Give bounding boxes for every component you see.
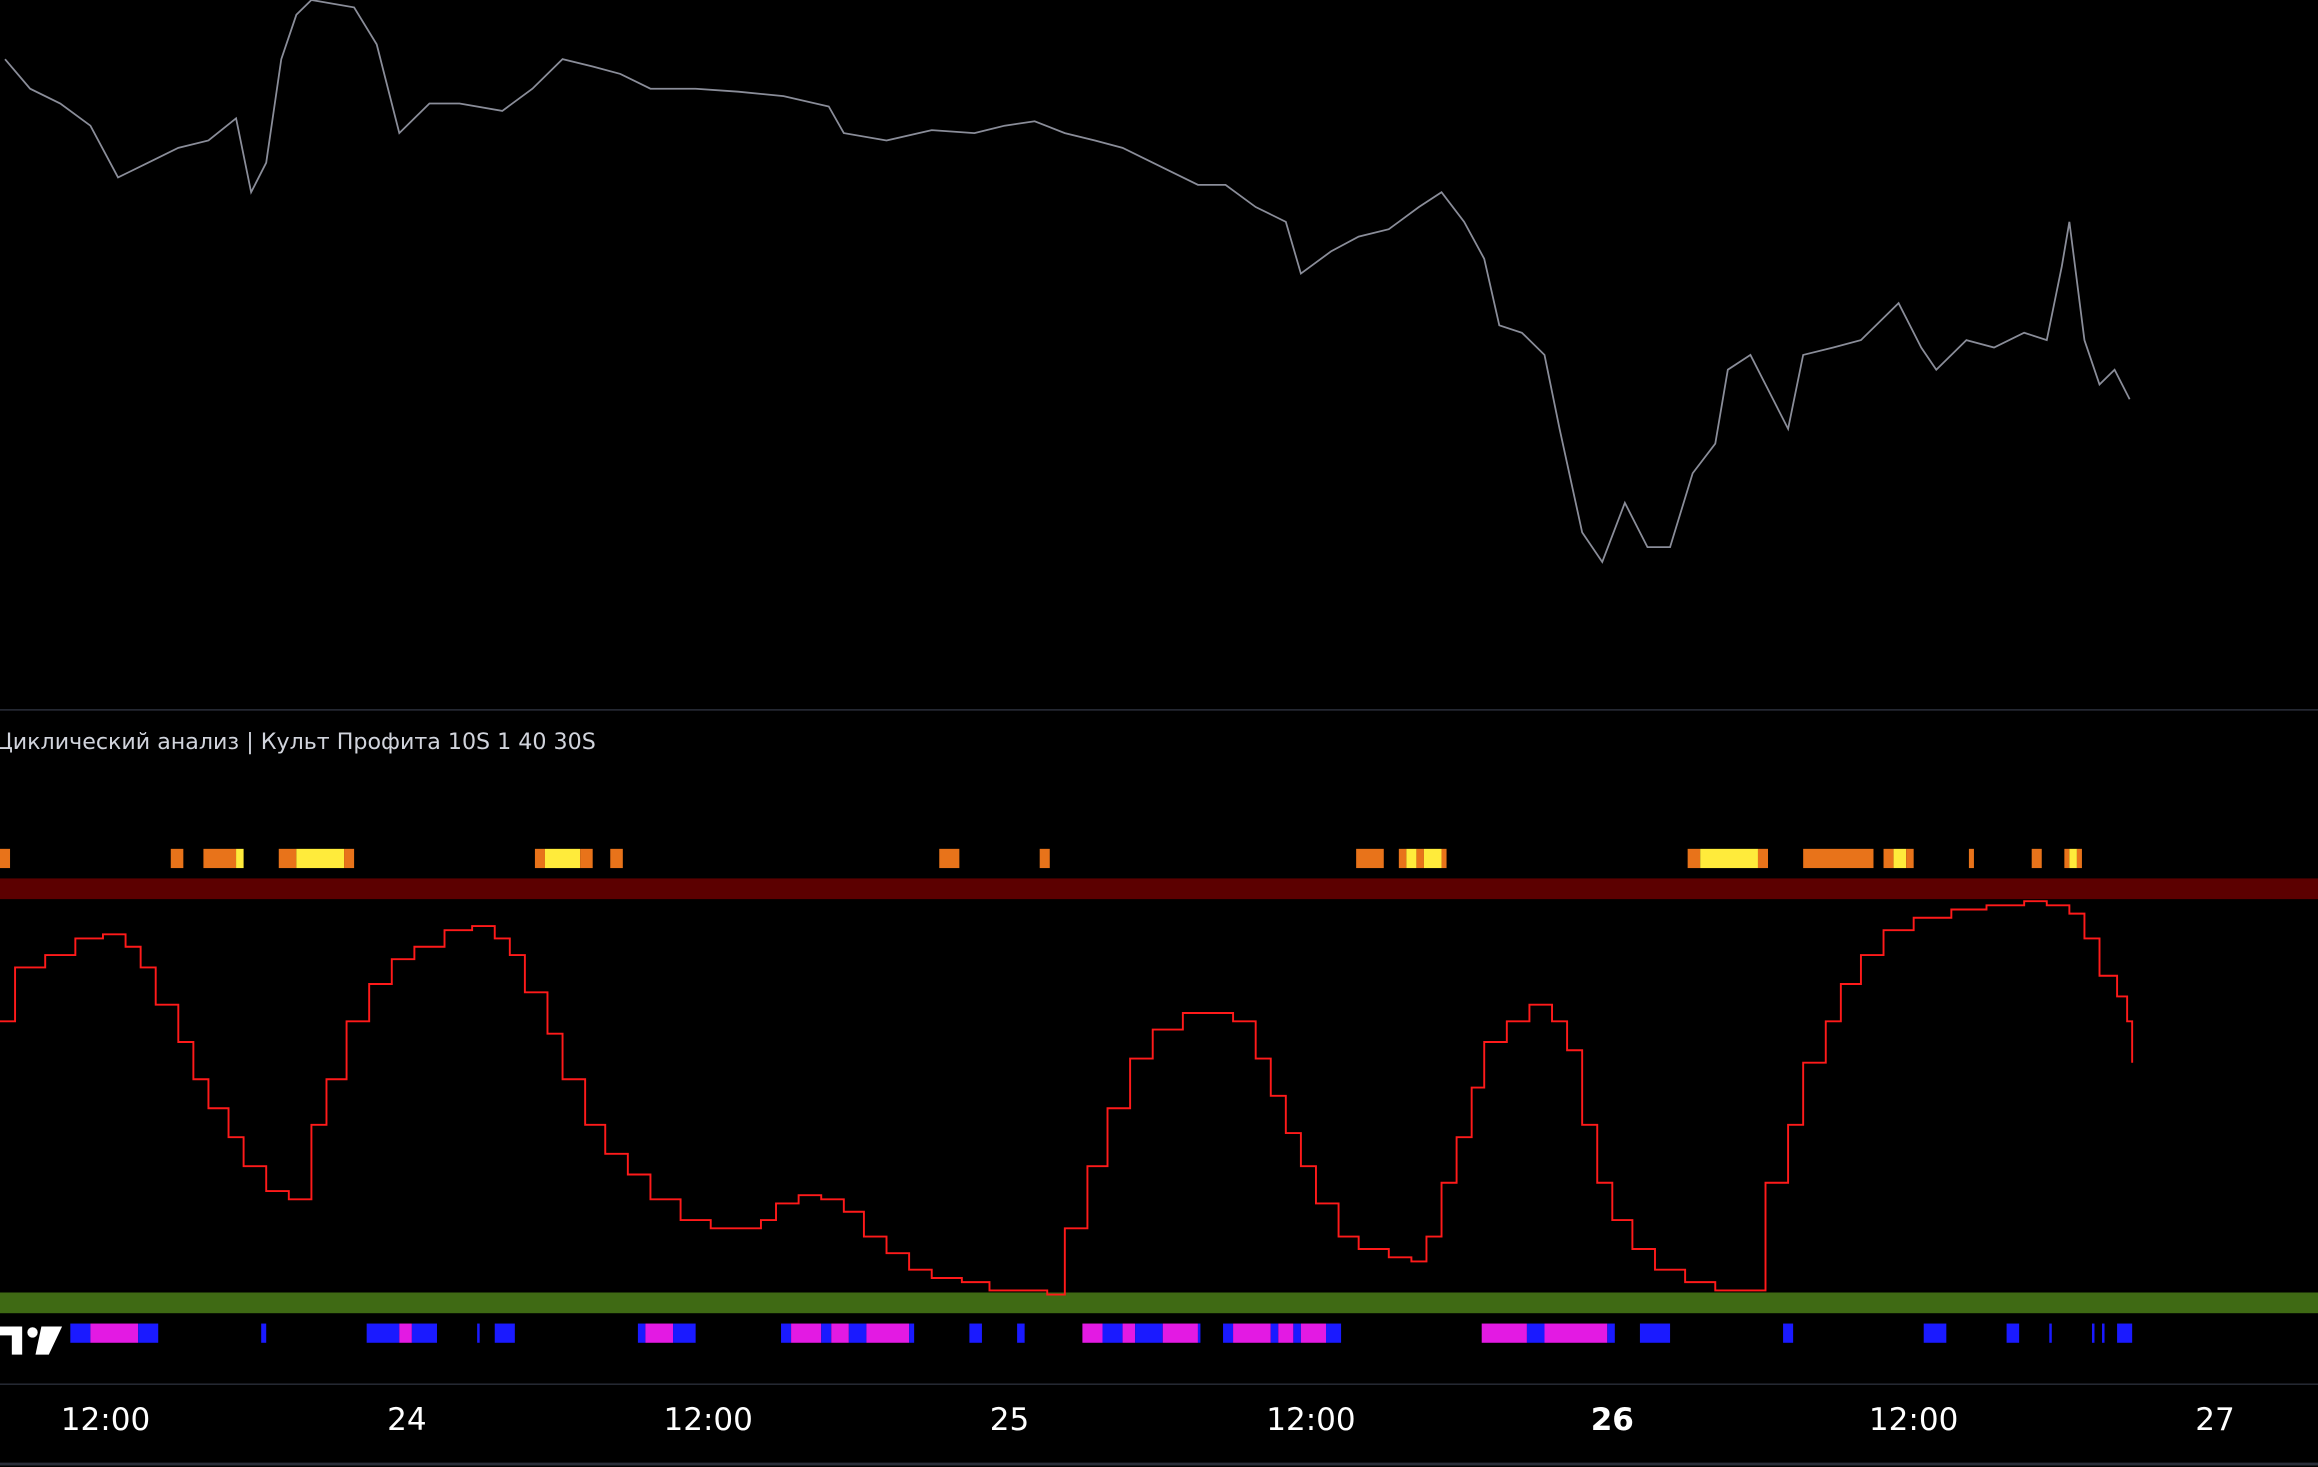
signal-segment xyxy=(1278,1323,1294,1343)
signal-segment xyxy=(1197,1323,1201,1343)
lower-band xyxy=(0,1292,2318,1314)
signal-segment xyxy=(2102,1323,2105,1343)
signal-segment xyxy=(366,1323,400,1343)
signal-segment xyxy=(1893,848,1907,869)
signal-segment xyxy=(821,1323,832,1343)
signal-segment xyxy=(2069,848,2077,869)
signal-segment xyxy=(1481,1323,1527,1343)
signal-segment xyxy=(1607,1323,1615,1343)
signal-segment xyxy=(866,1323,910,1343)
signal-segment xyxy=(70,1323,91,1343)
signal-segment xyxy=(2064,848,2070,869)
signal-segment xyxy=(534,848,545,869)
signal-segment xyxy=(261,1323,267,1343)
signal-segment xyxy=(138,1323,159,1343)
signal-segment xyxy=(1398,848,1407,869)
signal-segment xyxy=(909,1323,915,1343)
signal-segment xyxy=(1968,848,1974,869)
signal-segment xyxy=(344,848,355,869)
signal-segment xyxy=(1300,1323,1327,1343)
signal-segment xyxy=(2076,848,2082,869)
x-tick-label: 12:00 xyxy=(1266,1402,1355,1438)
signal-segment xyxy=(2031,848,2042,869)
signal-segment xyxy=(1122,1323,1136,1343)
series-line xyxy=(4,0,2131,564)
signal-segment xyxy=(1803,848,1874,869)
signal-segment xyxy=(791,1323,822,1343)
signal-segment xyxy=(1441,848,1447,869)
signal-segment xyxy=(1923,1323,1947,1343)
signal-segment xyxy=(1356,848,1384,869)
signal-segment xyxy=(1526,1323,1545,1343)
signal-segment xyxy=(2091,1323,2095,1343)
signal-segment xyxy=(1783,1323,1794,1343)
signal-segment xyxy=(203,848,237,869)
x-tick-label: 25 xyxy=(990,1402,1030,1438)
signal-segment xyxy=(1233,1323,1271,1343)
signal-segment xyxy=(170,848,184,869)
signal-segment xyxy=(969,1323,982,1343)
signal-segment xyxy=(1017,1323,1025,1343)
signal-segment xyxy=(1906,848,1914,869)
signal-segment xyxy=(494,1323,515,1343)
x-tick-label: 12:00 xyxy=(663,1402,752,1438)
signal-segment xyxy=(1293,1323,1301,1343)
x-tick-label: 27 xyxy=(2195,1402,2235,1438)
signal-segment xyxy=(0,848,11,869)
signal-segment xyxy=(1135,1323,1163,1343)
signal-segment xyxy=(1544,1323,1608,1343)
x-tick-label: 12:00 xyxy=(61,1402,150,1438)
x-tick-label: 24 xyxy=(387,1402,427,1438)
tv-logo xyxy=(0,1326,63,1355)
signal-segment xyxy=(1883,848,1894,869)
signal-segment xyxy=(1423,848,1442,869)
signal-segment xyxy=(2117,1323,2133,1343)
indicator-title: Циклический анализ | Культ Профита 10S 1… xyxy=(0,729,596,755)
signal-segment xyxy=(1270,1323,1279,1343)
signal-segment xyxy=(645,1323,674,1343)
signal-segment xyxy=(278,848,297,869)
signal-segment xyxy=(411,1323,437,1343)
signal-segment xyxy=(477,1323,480,1343)
signal-segment xyxy=(1162,1323,1198,1343)
signal-segment xyxy=(1700,848,1758,869)
signal-segment xyxy=(2006,1323,2020,1343)
signal-segment xyxy=(1416,848,1424,869)
signal-segment xyxy=(2049,1323,2052,1343)
signal-segment xyxy=(90,1323,139,1343)
signal-segment xyxy=(1082,1323,1103,1343)
upper-band xyxy=(0,878,2318,900)
signal-segment xyxy=(580,848,593,869)
signal-segment xyxy=(399,1323,412,1343)
series-line xyxy=(0,900,2134,1296)
signal-segment xyxy=(236,848,244,869)
signal-segment xyxy=(296,848,345,869)
signal-segment xyxy=(1326,1323,1342,1343)
signal-segment xyxy=(1039,848,1050,869)
signal-segment xyxy=(939,848,960,869)
signal-segment xyxy=(544,848,581,869)
signal-segment xyxy=(1757,848,1769,869)
signal-segment xyxy=(1687,848,1701,869)
signal-segment xyxy=(1639,1323,1671,1343)
signal-segment xyxy=(848,1323,867,1343)
signal-segment xyxy=(1102,1323,1123,1343)
x-tick-label: 12:00 xyxy=(1869,1402,1958,1438)
signal-segment xyxy=(637,1323,646,1343)
signal-segment xyxy=(1223,1323,1234,1343)
signal-segment xyxy=(1406,848,1417,869)
signal-segment xyxy=(781,1323,792,1343)
signal-segment xyxy=(831,1323,849,1343)
x-tick-label: 26 xyxy=(1591,1402,1634,1438)
signal-segment xyxy=(673,1323,696,1343)
signal-segment xyxy=(610,848,623,869)
